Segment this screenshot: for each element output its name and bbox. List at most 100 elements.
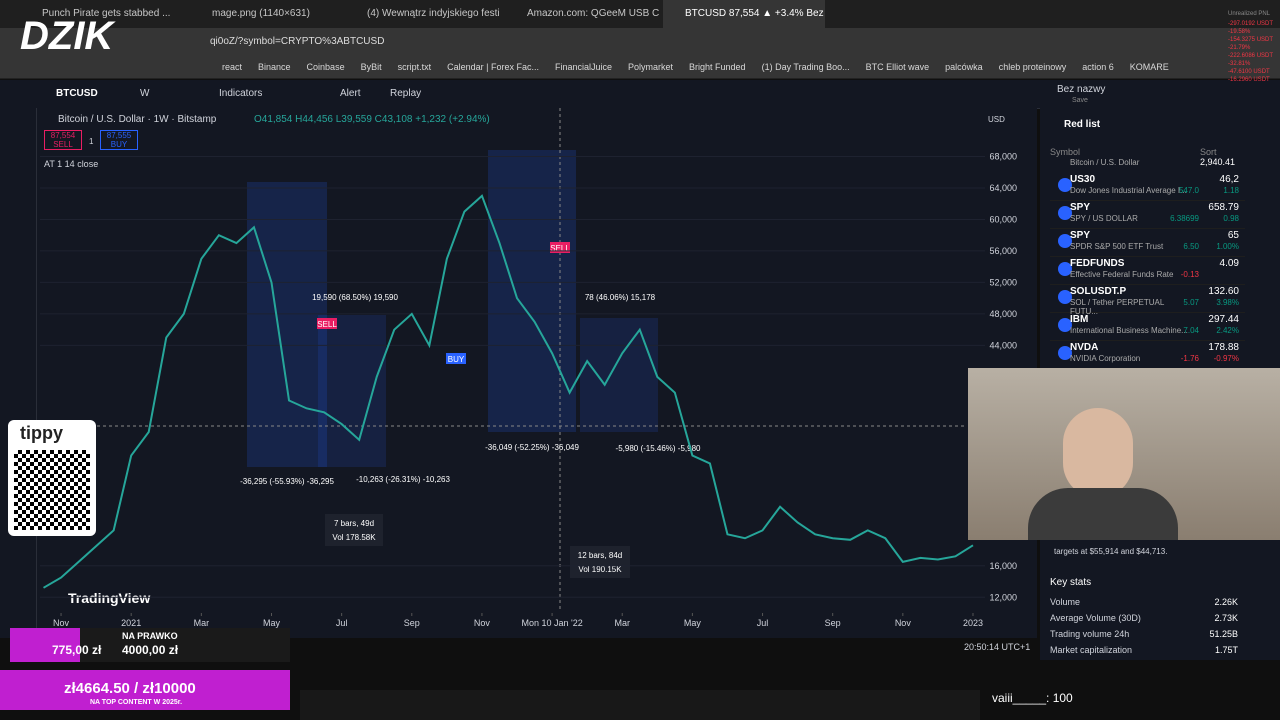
bookmark[interactable]: Calendar | Forex Fac... [447,62,539,72]
row-symbol: US30 [1070,174,1096,185]
replay-button[interactable]: Replay [390,88,422,99]
layout-name[interactable]: Bez nazwy [1057,84,1106,95]
row-change: 7.04 [1183,326,1199,335]
row-symbol: SPY [1070,202,1091,213]
watchlist-row[interactable]: NVDA NVIDIA Corporation 178.88 -1.76 -0.97% [1050,340,1245,369]
layout-save[interactable]: Save [1072,97,1088,104]
row-change: 5.07 [1183,298,1199,307]
row-pct: -0.97% [1213,354,1239,363]
sell-tag [317,318,337,329]
x-tick-label: Jul [757,618,769,628]
annotation: 12 bars, 84d [578,551,622,560]
range-box [488,150,576,432]
pnl-value: -222.6086 USDT [1228,53,1274,59]
url[interactable]: qi0oZ/?symbol=CRYPTO%3ABTCUSD [210,36,385,47]
row-desc: Dow Jones Industrial Average I... [1070,186,1187,195]
goal2: zł4664.50 / zł10000 [64,680,196,697]
row-price: 132.60 [1208,286,1239,297]
address-bar: qi0oZ/?symbol=CRYPTO%3ABTCUSD [0,28,1280,56]
stat-value: 2.26K [1214,597,1238,607]
pnl-title: Unrealized PNL [1228,11,1271,17]
bookmark[interactable]: react [222,62,243,72]
x-tick-label: Mar [614,618,630,628]
y-tick-label: 48,000 [989,309,1017,319]
goal-target: 4000,00 zł [122,643,179,657]
logo: DZIK [20,14,114,58]
indicators-button[interactable]: Indicators [219,88,263,99]
qr-code [14,450,90,530]
symbol-desc: Bitcoin / U.S. Dollar [1070,158,1140,167]
news: targets at $55,914 and $44,713. [1054,547,1168,556]
tab-active[interactable]: BTCUSD 87,554 ▲ +3.4% Bez n [663,0,825,28]
watchlist-row[interactable]: FEDFUNDS Effective Federal Funds Rate 4.09… [1050,256,1245,285]
pnl-value: -47.6100 USDT [1228,69,1270,75]
row-icon [1058,234,1072,248]
bookmark[interactable]: chleb proteinowy [998,62,1067,72]
goal2-sub: NA TOP CONTENT W 2025r. [90,699,183,706]
row-symbol: SPY [1070,230,1091,241]
tippy-qr: tippy [8,420,96,536]
x-tick-label: 2023 [963,618,983,628]
goal-current: 775,00 zł [52,643,102,657]
webcam-face [1063,408,1133,498]
watchlist-row[interactable]: SPY SPY / US DOLLAR 658.79 6.38699 0.98 [1050,200,1245,229]
x-tick-label: Mar [194,618,210,628]
bars-label-box [570,546,630,578]
pnl-value: -19.58% [1228,29,1251,35]
price-line [43,194,974,589]
y-tick-label: 68,000 [989,151,1017,161]
bookmark[interactable]: action 6 [1082,62,1114,72]
watchlist-title[interactable]: Red list [1064,119,1101,130]
range-box [580,318,658,432]
bookmark[interactable]: KOMARE [1129,62,1169,72]
watchlist-row[interactable]: SOLUSDT.P SOL / Tether PERPETUAL FUTU... 1… [1050,284,1245,316]
bookmark[interactable]: ByBit [360,62,382,72]
x-tick-label: Sep [825,618,841,628]
alert-button[interactable]: Alert [340,88,361,99]
col-symbol[interactable]: Symbol [1050,147,1081,157]
annotation: -36,295 (-55.93%) -36,295 [240,477,334,486]
col-sort[interactable]: Sort [1200,147,1217,157]
stat-value: 2.73K [1214,613,1238,623]
symbol[interactable]: BTCUSD [56,88,98,99]
details-panel: targets at $55,914 and $44,713. Key stat… [1040,540,1280,660]
bookmark[interactable]: Polymarket [628,62,674,72]
stat-label: Volume [1050,597,1081,607]
annotation: 19,590 (68.50%) 19,590 [312,293,398,302]
watchlist: Red list Symbol Sort Bitcoin / U.S. Doll… [1040,108,1280,368]
pnl-value: -154.3275 USDT [1228,37,1274,43]
webcam-body [1028,488,1178,540]
bookmark[interactable]: FinancialJuice [554,62,613,72]
interval[interactable]: W [140,88,150,99]
quantity[interactable]: 1 [89,137,94,146]
goal-bar [10,628,290,662]
sell-button[interactable]: 87,554 SELL [44,130,82,150]
donation: vaiii_____: 100 [992,691,1073,705]
currency[interactable]: USD [988,115,1005,124]
bookmark[interactable]: (1) Day Trading Boo... [761,62,850,72]
watchlist-row[interactable]: SPY SPDR S&P 500 ETF Trust 65 6.50 1.00% [1050,228,1245,257]
bookmark[interactable]: Binance [258,62,291,72]
bookmark[interactable]: Bright Funded [689,62,746,72]
annotation: 7 bars, 49d [334,519,374,528]
bookmark[interactable]: palcówka [945,62,983,72]
pnl-value: -21.79% [1228,45,1251,51]
y-tick-label: 52,000 [989,277,1017,287]
buy-button[interactable]: 87,555 BUY [100,130,138,150]
watchlist-row[interactable]: IBM International Business Machine... 297.… [1050,312,1245,341]
row-desc: NVIDIA Corporation [1070,354,1141,363]
watermark: TradingView [68,590,150,606]
annotation: 78 (46.06%) 15,178 [585,293,656,302]
symbol-price: 2,940.41 [1200,157,1236,167]
x-tick-label: Sep [404,618,420,628]
bookmark[interactable]: Coinbase [306,62,345,72]
bookmark[interactable]: script.txt [397,62,432,72]
bookmark[interactable]: BTC Elliot wave [865,62,930,72]
row-icon [1058,318,1072,332]
row-icon [1058,346,1072,360]
stat-label: Average Volume (30D) [1050,613,1141,623]
row-change: -1.76 [1180,354,1199,363]
watchlist-row[interactable]: US30 Dow Jones Industrial Average I... 46,… [1050,172,1245,201]
row-change: 6.38699 [1170,214,1199,223]
